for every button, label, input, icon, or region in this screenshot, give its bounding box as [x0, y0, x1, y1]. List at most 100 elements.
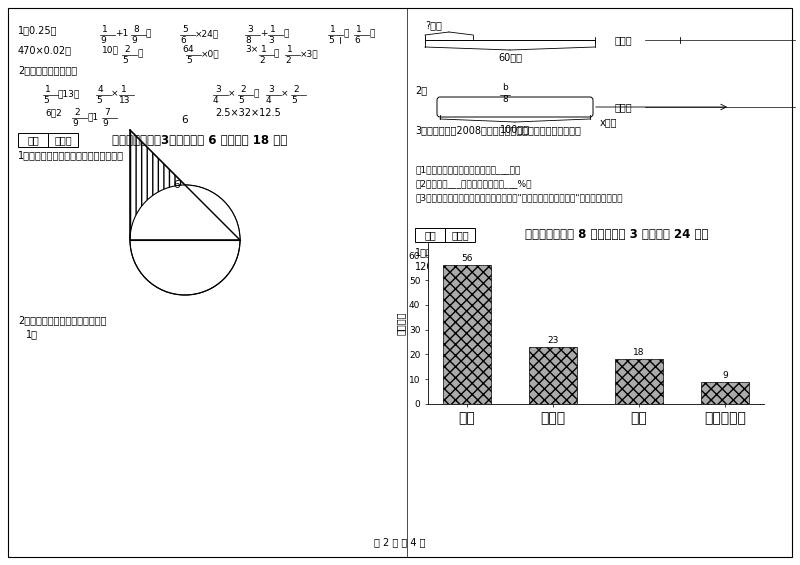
- Text: 6－2: 6－2: [45, 108, 62, 117]
- Text: 23: 23: [547, 336, 558, 345]
- Text: +1: +1: [115, 29, 128, 38]
- Bar: [18, 133, 48, 147]
- Text: 1: 1: [356, 25, 362, 34]
- Text: （2）北京得___票，占得票总数的___%。: （2）北京得___票，占得票总数的___%。: [415, 179, 531, 188]
- Y-axis label: 单位：票: 单位：票: [396, 312, 406, 335]
- Text: 第 2 页 共 4 页: 第 2 页 共 4 页: [374, 537, 426, 547]
- Text: 1: 1: [287, 45, 293, 54]
- Bar: [443, 265, 490, 404]
- Text: 列式：: 列式：: [615, 35, 633, 45]
- Text: 56: 56: [461, 254, 473, 263]
- Text: b: b: [502, 83, 508, 92]
- FancyBboxPatch shape: [437, 97, 593, 117]
- Bar: [702, 382, 749, 404]
- Text: 4: 4: [98, 85, 104, 94]
- Text: 1: 1: [102, 25, 108, 34]
- Text: 3×: 3×: [245, 45, 258, 54]
- Text: 5: 5: [186, 56, 192, 65]
- Text: 1．: 1．: [26, 329, 38, 339]
- Text: 2: 2: [259, 56, 265, 65]
- Text: 评卷人: 评卷人: [54, 135, 72, 145]
- Text: 3: 3: [215, 85, 221, 94]
- Bar: [530, 347, 577, 404]
- Text: 9: 9: [131, 36, 137, 45]
- Text: 2: 2: [293, 85, 298, 94]
- Text: （3）投票结果一出来，报纸、电视都说："北京得票是数遥遥领先"，为什么这样说？: （3）投票结果一出来，报纸、电视都说："北京得票是数遥遥领先"，为什么这样说？: [415, 193, 622, 202]
- Text: 1．求阴影部分的面积（单位：厘米）。: 1．求阴影部分的面积（单位：厘米）。: [18, 150, 124, 160]
- Text: ＝: ＝: [283, 29, 288, 38]
- Text: 3．下面是中报2008年奥运会主办城市的得票情况统计图。: 3．下面是中报2008年奥运会主办城市的得票情况统计图。: [415, 125, 581, 135]
- Text: 6: 6: [182, 45, 188, 54]
- Text: －: －: [343, 29, 348, 38]
- Bar: [415, 228, 445, 242]
- Text: 8: 8: [133, 25, 138, 34]
- Text: 得分: 得分: [424, 230, 436, 240]
- Text: 5: 5: [238, 96, 244, 105]
- Text: 2: 2: [124, 45, 130, 54]
- Text: 6: 6: [174, 180, 180, 190]
- Bar: [615, 359, 662, 404]
- Polygon shape: [130, 130, 240, 240]
- Text: ×3＝: ×3＝: [300, 49, 318, 58]
- Text: ×: ×: [228, 89, 235, 98]
- Text: 5: 5: [122, 56, 128, 65]
- Text: ＋: ＋: [253, 89, 258, 98]
- Text: 1: 1: [330, 25, 336, 34]
- Text: 3: 3: [268, 36, 274, 45]
- Text: 1－0.25＝: 1－0.25＝: [18, 25, 58, 35]
- Text: 1: 1: [121, 85, 126, 94]
- Text: 1: 1: [270, 25, 276, 34]
- Text: 8: 8: [245, 36, 250, 45]
- Text: 得分: 得分: [27, 135, 39, 145]
- Text: 1．商场搞打折促销，其中服装类打5折，文具类打8折，小明买一件原价320元的衣服，和原价: 1．商场搞打折促销，其中服装类打5折，文具类打8折，小明买一件原价320元的衣服…: [415, 247, 675, 257]
- Text: 2．能简算的要简算。: 2．能简算的要简算。: [18, 65, 77, 75]
- Text: 5: 5: [96, 96, 102, 105]
- Text: 2: 2: [74, 108, 80, 117]
- Text: 6: 6: [182, 115, 188, 125]
- Text: 9: 9: [72, 119, 78, 128]
- Text: ?千克: ?千克: [425, 20, 442, 30]
- Text: ×0＝: ×0＝: [201, 49, 220, 58]
- Text: 2．: 2．: [415, 85, 427, 95]
- Text: 1: 1: [261, 45, 266, 54]
- Text: 4: 4: [213, 96, 218, 105]
- Text: ＋1: ＋1: [87, 112, 98, 121]
- Text: 6: 6: [180, 36, 186, 45]
- Bar: [48, 133, 78, 147]
- Wedge shape: [130, 185, 240, 240]
- Text: 4: 4: [266, 96, 272, 105]
- Text: 5: 5: [182, 25, 188, 34]
- Text: 9: 9: [102, 119, 108, 128]
- Text: 2．看图列算式或方程，不计算：: 2．看图列算式或方程，不计算：: [18, 315, 106, 325]
- Text: 10－: 10－: [102, 45, 119, 54]
- Text: +: +: [260, 29, 267, 38]
- Text: 5: 5: [328, 36, 334, 45]
- Bar: [445, 228, 475, 242]
- Text: 5: 5: [43, 96, 49, 105]
- Text: ＝: ＝: [369, 29, 374, 38]
- Text: 五、综合题（共3小题，每题 6 分，共计 18 分）: 五、综合题（共3小题，每题 6 分，共计 18 分）: [112, 133, 288, 146]
- Text: 4: 4: [188, 45, 194, 54]
- Text: 评卷人: 评卷人: [451, 230, 469, 240]
- Text: 6: 6: [354, 36, 360, 45]
- Text: 六、应用题（共 8 小题，每题 3 分，共计 24 分）: 六、应用题（共 8 小题，每题 3 分，共计 24 分）: [526, 228, 709, 241]
- Text: 13: 13: [119, 96, 130, 105]
- Text: 120元的书包，实际要付多少钱？: 120元的书包，实际要付多少钱？: [415, 261, 510, 271]
- Text: －13＋: －13＋: [58, 89, 80, 98]
- Text: 3: 3: [247, 25, 253, 34]
- Text: 8: 8: [502, 95, 508, 104]
- Text: 5: 5: [291, 96, 297, 105]
- Text: ×24＝: ×24＝: [195, 29, 219, 38]
- Text: 100千米: 100千米: [500, 124, 530, 134]
- Text: 1: 1: [45, 85, 50, 94]
- Text: －: －: [274, 49, 279, 58]
- Text: ×: ×: [111, 89, 118, 98]
- Text: 60千克: 60千克: [498, 52, 522, 62]
- Text: 2: 2: [240, 85, 246, 94]
- Text: x千米: x千米: [600, 117, 618, 127]
- Text: ＝: ＝: [137, 49, 142, 58]
- Text: 7: 7: [104, 108, 110, 117]
- Text: 9: 9: [722, 371, 728, 380]
- Text: 列式：: 列式：: [615, 102, 633, 112]
- Text: 3: 3: [268, 85, 274, 94]
